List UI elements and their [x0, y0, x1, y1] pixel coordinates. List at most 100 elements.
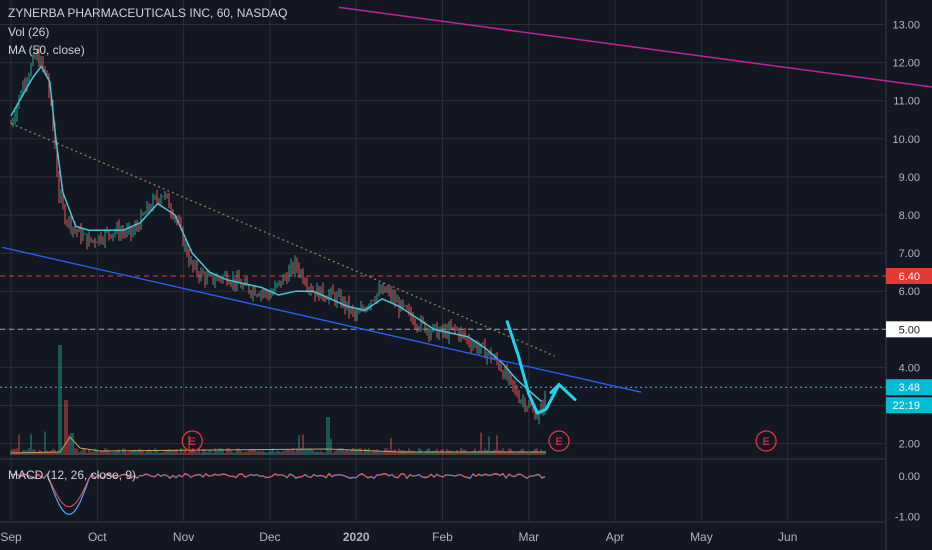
volume-bar [170, 450, 172, 455]
macd-tick-label: -1.00 [895, 512, 920, 524]
volume-bar [368, 448, 370, 455]
ma-legend[interactable]: MA (50, close) [8, 43, 85, 57]
volume-bar [224, 452, 226, 455]
volume-bar [268, 451, 270, 455]
volume-bar [144, 452, 146, 455]
volume-bar [500, 450, 502, 455]
volume-bar [226, 448, 228, 455]
resistance-trend-line [10, 122, 555, 357]
volume-bar [68, 435, 70, 455]
volume-bar [286, 449, 288, 455]
volume-bar [200, 452, 202, 455]
volume-bar [516, 451, 518, 455]
volume-bar [152, 452, 154, 455]
y-tick-label: 9.00 [899, 172, 920, 184]
volume-bar [340, 448, 342, 455]
volume-bar [216, 451, 218, 455]
earnings-circle [755, 430, 777, 452]
volume-bar [250, 449, 252, 455]
volume-bar [234, 452, 236, 455]
volume-bar [42, 452, 44, 455]
volume-bar [280, 452, 282, 455]
volume-bar [342, 448, 344, 455]
volume-bar [370, 452, 372, 455]
volume-bar [390, 437, 392, 455]
volume-bar [210, 450, 212, 455]
volume-bar [328, 417, 330, 455]
volume-bar [136, 451, 138, 455]
volume-bar [58, 345, 60, 455]
symbol-title[interactable]: ZYNERBA PHARMACEUTICALS INC, 60, NASDAQ [8, 6, 288, 20]
volume-bar [256, 451, 258, 455]
volume-bar [542, 451, 544, 455]
volume-bar [504, 451, 506, 455]
volume-bar [424, 452, 426, 455]
volume-group [10, 345, 546, 455]
volume-bar [28, 448, 30, 455]
volume-bar [252, 448, 254, 455]
volume-bar [98, 452, 100, 455]
volume-bar [132, 449, 134, 455]
volume-bar [236, 448, 238, 455]
volume-bar [276, 450, 278, 455]
volume-bar [86, 452, 88, 455]
volume-bar [476, 452, 478, 455]
candles-group [10, 45, 546, 425]
moving-average-line [10, 65, 543, 403]
volume-bar [246, 451, 248, 455]
price-level-bg [886, 267, 932, 284]
volume-bar [96, 449, 98, 455]
volume-bar [204, 449, 206, 455]
volume-bar [358, 448, 360, 455]
volume-legend[interactable]: Vol (26) [8, 25, 50, 39]
volume-bar [258, 450, 260, 455]
volume-bar [62, 448, 64, 455]
volume-bar [448, 450, 450, 455]
volume-bar [298, 435, 300, 455]
volume-bar [182, 452, 184, 455]
volume-bar [208, 449, 210, 455]
volume-bar [432, 450, 434, 455]
volume-bar [512, 450, 514, 455]
volume-bar [142, 451, 144, 455]
volume-bar [416, 451, 418, 455]
volume-bar [112, 452, 114, 455]
price-level-label: 5.00 [886, 321, 932, 338]
volume-bar [232, 452, 234, 455]
x-tick-label: Mar [518, 530, 539, 544]
volume-bar [238, 448, 240, 455]
earnings-circle [548, 430, 570, 452]
x-tick-label: Oct [88, 530, 107, 544]
macd-legend[interactable]: MACD (12, 26, close, 9) [8, 468, 137, 482]
volume-bar [304, 448, 306, 455]
earnings-circle [181, 430, 203, 452]
volume-bar [524, 451, 526, 455]
countdown-value: 22:19 [892, 400, 920, 412]
volume-bar [116, 449, 118, 455]
volume-bar [312, 449, 314, 455]
volume-bar [214, 448, 216, 455]
volume-bar [506, 451, 508, 455]
volume-bar [88, 449, 90, 455]
volume-bar [300, 448, 302, 455]
earnings-marker: E [548, 430, 570, 452]
volume-ma-line [10, 436, 547, 454]
volume-bar [122, 448, 124, 455]
volume-bar [50, 450, 52, 455]
y-tick-label: 4.00 [899, 362, 920, 374]
volume-bar [530, 451, 532, 455]
price-level-value: 5.00 [899, 324, 920, 336]
volume-bar [412, 450, 414, 455]
volume-bar [164, 450, 166, 455]
volume-bar [12, 448, 14, 455]
volume-bar [478, 450, 480, 455]
volume-bar [414, 451, 416, 455]
volume-bar [196, 451, 198, 455]
volume-bar [438, 452, 440, 455]
volume-bar [324, 452, 326, 455]
volume-bar [444, 452, 446, 455]
volume-bar [104, 448, 106, 455]
volume-bar [406, 451, 408, 455]
